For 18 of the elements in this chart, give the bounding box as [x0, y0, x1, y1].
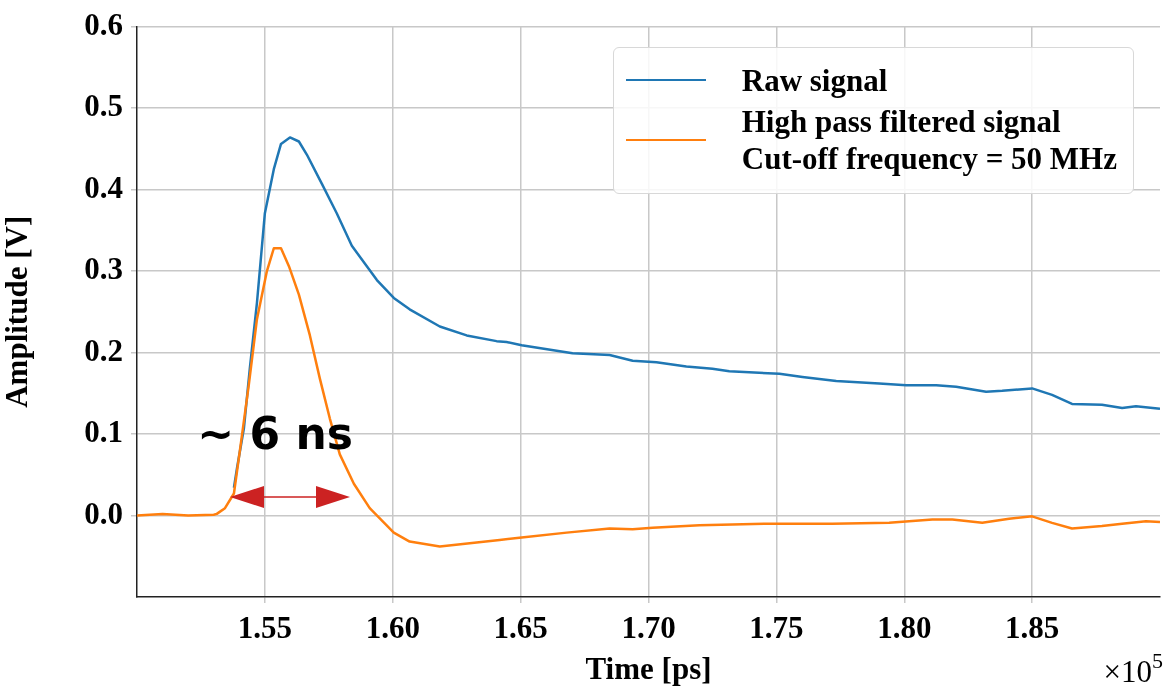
- x-tick-label: 1.65: [493, 609, 548, 645]
- x-tick-label: 1.55: [237, 609, 292, 645]
- y-tick-label: 0.1: [84, 414, 123, 450]
- x-axis-title: Time [ps]: [585, 651, 712, 687]
- x-tick-label: 1.60: [365, 609, 420, 645]
- y-tick-label: 0.3: [84, 251, 123, 287]
- y-tick-label: 0.2: [84, 332, 123, 368]
- legend-label: Raw signal: [741, 61, 888, 99]
- x-tick-label: 1.70: [621, 609, 676, 645]
- y-tick-label: 0.4: [84, 169, 123, 205]
- x-tick-label: 1.80: [877, 609, 932, 645]
- y-tick-label: 0.0: [84, 495, 123, 531]
- y-tick-label: 0.5: [84, 88, 123, 124]
- x-tick-label: 1.75: [749, 609, 804, 645]
- x-tick-label: 1.85: [1005, 609, 1060, 645]
- y-tick-label: 0.6: [84, 6, 123, 42]
- legend-label: High pass filtered signal Cut-off frequency = 50 MHz: [741, 102, 1117, 178]
- y-axis-title: Amplitude [V]: [0, 215, 34, 408]
